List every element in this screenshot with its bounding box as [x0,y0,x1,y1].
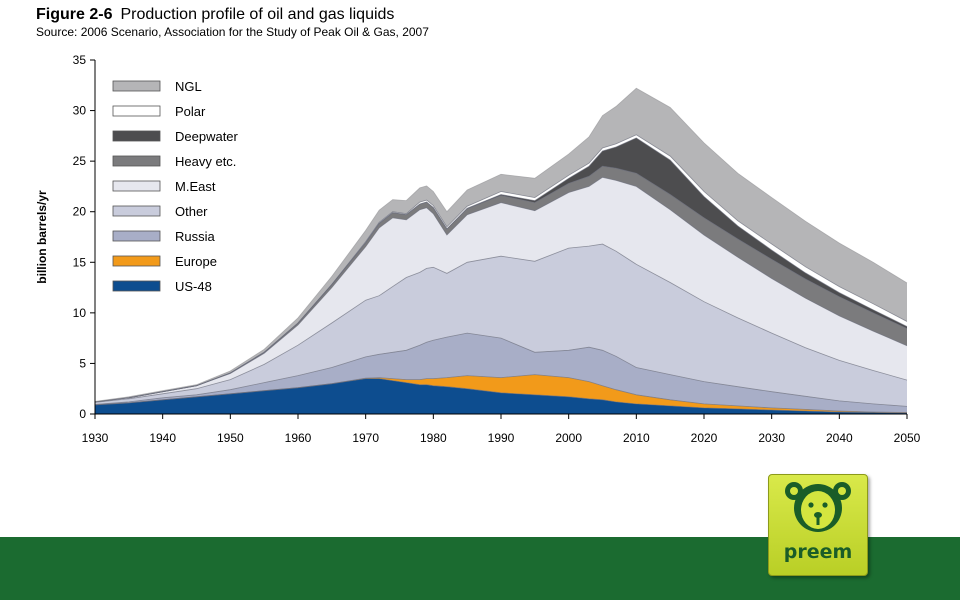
legend-swatch-4 [112,155,161,167]
band-boundary-5 [94,176,908,403]
legend-swatch-7 [112,230,161,242]
legend-label-3: Deepwater [175,129,239,144]
x-tick-label-1950: 1950 [217,431,244,445]
figure-title-line: Figure 2-6 Production profile of oil and … [36,6,429,24]
area-ngl [95,88,907,402]
x-tick-label-1960: 1960 [285,431,312,445]
x-tick-label-2020: 2020 [691,431,718,445]
x-tick-label-2040: 2040 [826,431,853,445]
y-tick-label-35: 35 [73,53,87,67]
x-tick-label-1930: 1930 [82,431,109,445]
y-tick-label-15: 15 [73,255,87,269]
area-heavy-etc [95,166,907,402]
area-other [95,244,907,407]
legend-label-4: Heavy etc. [175,154,236,169]
area-russia [95,333,907,413]
x-tick-label-2030: 2030 [758,431,785,445]
legend-label-2: Polar [175,104,206,119]
area-europe [95,374,907,413]
band-boundary-2 [94,374,908,413]
x-tick-label-2010: 2010 [623,431,650,445]
legend-label-5: M.East [175,179,216,194]
y-tick-label-0: 0 [79,407,86,421]
figure-title: Production profile of oil and gas liquid… [120,6,395,23]
figure-source: Source: 2006 Scenario, Association for t… [36,25,429,39]
y-axis-title: billion barrels/yr [35,190,49,284]
x-tick-label-2050: 2050 [894,431,921,445]
legend-swatch-6 [112,205,161,217]
legend-label-7: Russia [175,229,216,244]
y-tick-label-30: 30 [73,104,87,118]
band-boundary-4 [94,243,908,403]
legend-swatch-8 [112,255,161,267]
x-tick-label-2000: 2000 [555,431,582,445]
legend-swatch-5 [112,180,161,192]
area-m-east [95,177,907,403]
bear-icon [785,482,851,532]
figure-header: Figure 2-6 Production profile of oil and … [36,6,429,40]
figure-label: Figure 2-6 [36,6,113,23]
x-tick-label-1980: 1980 [420,431,447,445]
area-deepwater [95,137,907,402]
band-boundary-8 [94,134,908,403]
area-us-48 [95,378,907,414]
preem-logo: preem [768,474,868,576]
legend-label-1: NGL [175,79,202,94]
legend-swatch-9 [112,280,161,292]
y-tick-label-5: 5 [79,356,86,370]
legend-label-8: Europe [175,254,217,269]
band-boundary-9 [94,87,908,402]
legend-swatch-3 [112,130,161,142]
y-tick-label-20: 20 [73,205,87,219]
legend-swatch-2 [112,105,161,117]
y-tick-label-25: 25 [73,154,87,168]
band-boundary-3 [94,332,908,407]
production-chart: 0 5 10 15 20 25 30 35 1930 1940 1950 1960 1970 1980 19… [35,53,921,445]
logo-text: preem [783,541,853,563]
legend-label-9: US-48 [175,279,212,294]
legend-swatch-1 [112,80,161,92]
x-tick-label-1990: 1990 [488,431,515,445]
legend-label-6: Other [175,204,208,219]
y-tick-label-10: 10 [73,306,87,320]
x-tick-label-1970: 1970 [352,431,379,445]
x-tick-label-1940: 1940 [149,431,176,445]
